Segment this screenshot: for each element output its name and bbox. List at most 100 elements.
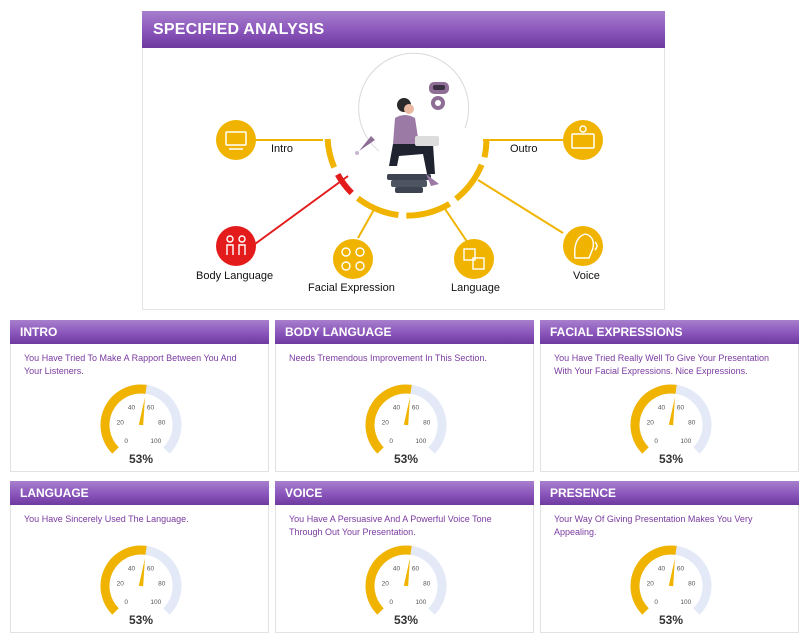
gauge-tick-label: 0 — [389, 599, 393, 606]
card-language: LANGUAGE You Have Sincerely Used The Lan… — [10, 481, 269, 633]
gauge-fill — [100, 384, 147, 454]
segment-label-language: Language — [451, 282, 500, 294]
gauge-tick-label: 80 — [158, 420, 166, 427]
gauge-value: 53% — [659, 452, 683, 466]
gauge-needle — [138, 558, 145, 587]
body-language-arc — [335, 172, 354, 196]
gauge-tick-label: 40 — [658, 565, 666, 572]
gauge-tick-label: 80 — [688, 420, 696, 427]
gauge-needle — [668, 397, 675, 426]
gauge-tick-label: 80 — [158, 581, 166, 588]
facial-expression-connector — [357, 205, 377, 239]
gauge-tick-label: 60 — [412, 565, 420, 572]
card-description: You Have Tried To Make A Rapport Between… — [24, 353, 237, 376]
segment-label-outro: Outro — [510, 143, 538, 155]
card-title: PRESENCE — [540, 481, 799, 505]
gauge-tick-label: 80 — [688, 581, 696, 588]
gauge-needle — [138, 397, 145, 426]
gauge-needle — [403, 397, 410, 426]
gauge-tick-label: 0 — [124, 438, 128, 445]
gauge-fill — [365, 545, 412, 615]
segment-label-facial-expression: Facial Expression — [308, 282, 395, 294]
gauge-fill — [630, 545, 677, 615]
gauge-fill — [100, 545, 147, 615]
body-language-icon — [216, 226, 256, 266]
gauge-tick-label: 40 — [393, 404, 401, 411]
card-title: VOICE — [275, 481, 534, 505]
card-title: LANGUAGE — [10, 481, 269, 505]
intro-icon — [216, 120, 256, 160]
card-intro: INTRO You Have Tried To Make A Rapport B… — [10, 320, 269, 472]
gauge-tick-label: 60 — [147, 404, 155, 411]
gauge-tick-label: 0 — [389, 438, 393, 445]
gauge-tick-label: 100 — [680, 599, 691, 606]
gauge-tick-label: 80 — [423, 581, 431, 588]
card-description: You Have Tried Really Well To Give Your … — [554, 353, 769, 376]
voice-icon — [563, 226, 603, 266]
analysis-diagram: Intro Body Language Facial Expression La… — [142, 48, 665, 310]
gauge-tick-label: 40 — [393, 565, 401, 572]
person-illustration — [387, 98, 439, 193]
intro-arc — [324, 138, 337, 169]
gauge-tick-label: 20 — [117, 581, 125, 588]
voice-connector — [477, 179, 564, 234]
language-arc — [406, 201, 452, 219]
gauge-needle — [668, 558, 675, 587]
facial-expression-arc — [355, 195, 399, 218]
card-description: You Have Sincerely Used The Language. — [24, 514, 189, 524]
score-gauge: 0 20 40 60 80 100 53% — [100, 384, 182, 466]
orbit-line — [358, 52, 470, 152]
rocket-illustration — [355, 136, 375, 155]
voice-arc — [454, 163, 485, 202]
gauge-tick-label: 0 — [654, 438, 658, 445]
segment-label-voice: Voice — [573, 270, 600, 282]
card-description: Needs Tremendous Improvement In This Sec… — [289, 353, 487, 363]
gauge-tick-label: 0 — [124, 599, 128, 606]
card-facial-expressions: FACIAL EXPRESSIONS You Have Tried Really… — [540, 320, 799, 472]
gauge-tick-label: 40 — [128, 565, 136, 572]
page-title: SPECIFIED ANALYSIS — [142, 11, 665, 48]
language-icon — [454, 239, 494, 279]
card-title: BODY LANGUAGE — [275, 320, 534, 344]
gauge-tick-label: 100 — [415, 599, 426, 606]
robot-illustration — [429, 82, 449, 110]
segment-label-body-language: Body Language — [196, 270, 274, 282]
card-description: You Have A Persuasive And A Powerful Voi… — [289, 514, 492, 537]
card-body-language: BODY LANGUAGE Needs Tremendous Improveme… — [275, 320, 534, 472]
card-description: Your Way Of Giving Presentation Makes Yo… — [554, 514, 753, 537]
gauge-tick-label: 60 — [677, 565, 685, 572]
language-connector — [442, 205, 469, 244]
score-gauge: 0 20 40 60 80 100 53% — [100, 545, 182, 627]
gauge-value: 53% — [394, 613, 418, 627]
gauge-tick-label: 20 — [117, 420, 125, 427]
gauge-tick-label: 40 — [128, 404, 136, 411]
gauge-tick-label: 20 — [382, 420, 390, 427]
segment-label-intro: Intro — [271, 143, 294, 155]
score-gauge: 0 20 40 60 80 100 53% — [630, 545, 712, 627]
gauge-tick-label: 60 — [147, 565, 155, 572]
outro-arc — [481, 138, 490, 158]
score-gauge: 0 20 40 60 80 100 53% — [630, 384, 712, 466]
card-title: FACIAL EXPRESSIONS — [540, 320, 799, 344]
gauge-value: 53% — [129, 613, 153, 627]
gauge-tick-label: 20 — [647, 420, 655, 427]
gauge-fill — [630, 384, 677, 454]
gauge-tick-label: 60 — [412, 404, 420, 411]
gauge-tick-label: 100 — [150, 599, 161, 606]
gauge-value: 53% — [659, 613, 683, 627]
gauge-value: 53% — [394, 452, 418, 466]
card-title: INTRO — [10, 320, 269, 344]
gauge-tick-label: 40 — [658, 404, 666, 411]
score-gauge: 0 20 40 60 80 100 53% — [365, 545, 447, 627]
outro-icon — [563, 120, 603, 160]
gauge-fill — [365, 384, 412, 454]
card-voice: VOICE You Have A Persuasive And A Powerf… — [275, 481, 534, 633]
gauge-tick-label: 100 — [680, 438, 691, 445]
card-presence: PRESENCE Your Way Of Giving Presentation… — [540, 481, 799, 633]
gauge-tick-label: 100 — [150, 438, 161, 445]
score-gauge: 0 20 40 60 80 100 53% — [365, 384, 447, 466]
gauge-tick-label: 100 — [415, 438, 426, 445]
gauge-tick-label: 20 — [647, 581, 655, 588]
gauge-value: 53% — [129, 452, 153, 466]
facial-expression-icon — [333, 239, 373, 279]
